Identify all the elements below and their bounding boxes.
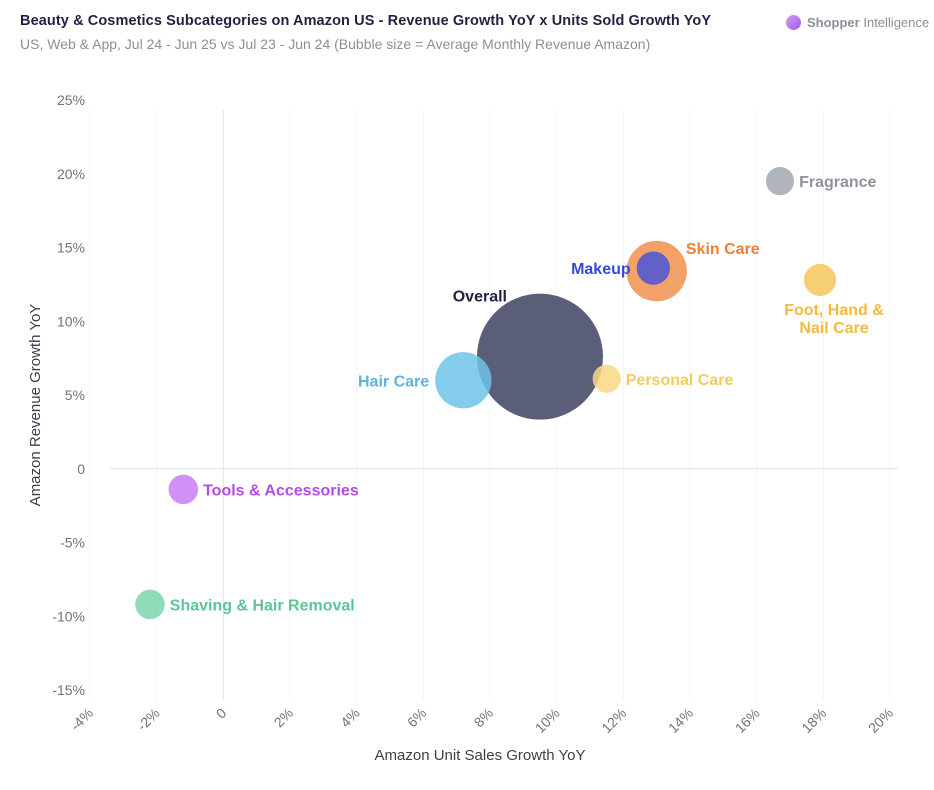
x-axis-ticks: -4% -2% 0 2% 4% 6% 8% 10% 12% 14% 16% 18% 20%	[67, 705, 896, 736]
y-tick-label: 25%	[57, 92, 85, 108]
chart-title: Beauty & Cosmetics Subcategories on Amaz…	[20, 13, 712, 29]
bubble-shaving-hair-removal	[135, 589, 165, 620]
bubble-personal-care	[592, 364, 621, 393]
x-tick-label: 4%	[337, 705, 363, 731]
bubble-fragrance	[765, 167, 795, 196]
brand-name: Shopper Intelligence	[807, 15, 929, 30]
bubble-label-makeup: Makeup	[571, 261, 631, 278]
x-tick-label: -4%	[67, 705, 96, 734]
bubble-tools-accessories	[168, 474, 199, 505]
y-axis-ticks: 25% 20% 15% 10% 5% 0 -5% -10% -15%	[52, 92, 85, 698]
x-tick-label: 10%	[532, 705, 563, 736]
x-tick-label: 6%	[404, 705, 430, 731]
x-tick-label: 12%	[598, 705, 629, 736]
bubble-label-personal-care: Personal Care	[626, 372, 734, 389]
y-tick-label: 20%	[57, 166, 85, 182]
x-tick-label: 0	[213, 705, 230, 722]
brand-name-rest: Intelligence	[859, 15, 930, 30]
bubble-label-hair-care: Hair Care	[358, 373, 429, 390]
bubble-foot-hand-nail-care	[803, 263, 837, 297]
x-tick-label: 18%	[798, 705, 829, 736]
bubble-label-foot-hand-nail-care: Foot, Hand & Nail Care	[784, 302, 884, 337]
shopper-intelligence-logo-icon	[786, 15, 801, 30]
y-tick-label: -15%	[52, 682, 85, 698]
bubble-hair-care	[435, 352, 492, 409]
brand-name-bold: Shopper	[807, 15, 860, 30]
brand-logo: Shopper Intelligence	[786, 15, 929, 30]
y-tick-label: 15%	[57, 240, 85, 256]
x-tick-label: 14%	[665, 705, 696, 736]
y-tick-label: 10%	[57, 313, 85, 329]
bubble-label-overall: Overall	[453, 289, 507, 306]
x-tick-label: 8%	[470, 705, 496, 731]
bubble-label-fragrance: Fragrance	[799, 174, 876, 191]
chart-subtitle: US, Web & App, Jul 24 - Jun 25 vs Jul 23…	[20, 36, 651, 52]
x-tick-label: 20%	[865, 705, 896, 736]
bubble-label-skin-care: Skin Care	[686, 241, 760, 258]
chart-bubbles	[135, 167, 837, 620]
y-tick-label: -5%	[60, 535, 85, 551]
bubble-makeup	[636, 251, 671, 285]
x-tick-label: -2%	[134, 705, 163, 734]
bubble-label-shaving-hair-removal: Shaving & Hair Removal	[170, 597, 355, 614]
chart-bubble-labels: Overall Hair Care Skin Care Makeup Personal …	[170, 174, 884, 614]
bubble-overall	[477, 293, 603, 420]
y-tick-label: -10%	[52, 608, 85, 624]
x-tick-label: 16%	[732, 705, 763, 736]
x-tick-label: 2%	[270, 705, 296, 731]
y-tick-label: 0	[77, 461, 85, 477]
bubble-label-tools-accessories: Tools & Accessories	[203, 482, 359, 499]
y-tick-label: 5%	[65, 387, 85, 403]
y-axis-title: Amazon Revenue Growth YoY	[27, 304, 44, 507]
x-axis-title: Amazon Unit Sales Growth YoY	[375, 747, 586, 764]
